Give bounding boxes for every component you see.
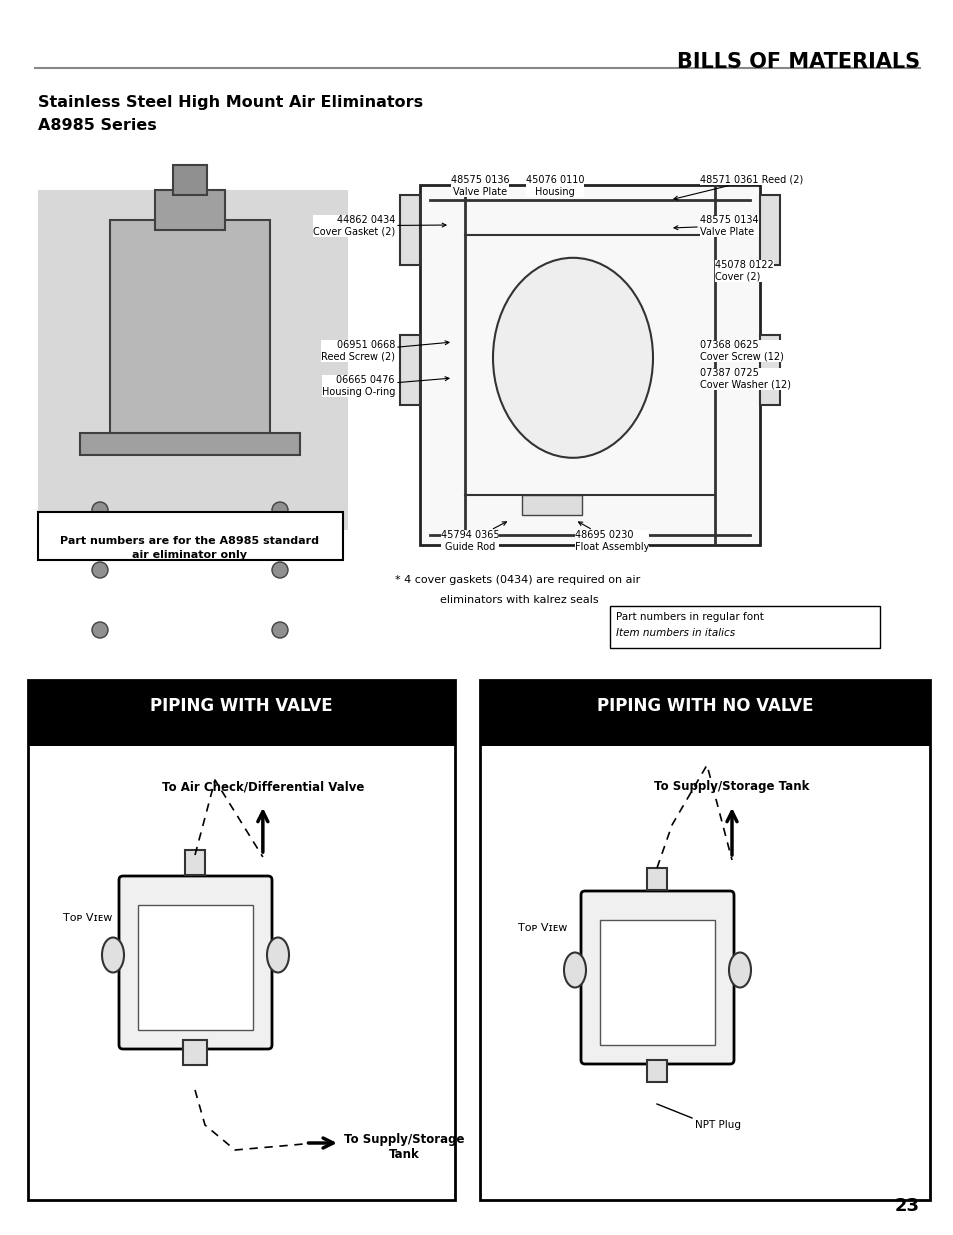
Text: PIPING WITH NO VALVE: PIPING WITH NO VALVE: [597, 697, 812, 715]
Bar: [419, 185, 760, 545]
Text: NPT Plug: NPT Plug: [695, 1120, 740, 1130]
Text: 06665 0476
Housing O-ring: 06665 0476 Housing O-ring: [321, 375, 449, 396]
Bar: [646, 868, 666, 890]
Ellipse shape: [102, 937, 124, 972]
Bar: [38, 190, 348, 530]
Text: PIPING WITH VALVE: PIPING WITH VALVE: [150, 697, 333, 715]
Text: 23: 23: [894, 1197, 919, 1215]
Bar: [479, 680, 929, 1200]
Text: BILLS OF MATERIALS: BILLS OF MATERIALS: [677, 52, 919, 72]
Text: Part numbers in regular font: Part numbers in regular font: [616, 613, 763, 622]
Text: 45794 0365
Guide Rod: 45794 0365 Guide Rod: [440, 522, 506, 552]
Ellipse shape: [728, 952, 750, 988]
Circle shape: [272, 501, 288, 517]
Text: Tᴏᴘ Vɪᴇᴡ: Tᴏᴘ Vɪᴇᴡ: [63, 913, 112, 923]
Text: 48575 0136
Valve Plate: 48575 0136 Valve Plate: [450, 175, 509, 196]
Text: To Supply/Storage Tank: To Supply/Storage Tank: [654, 781, 809, 793]
Circle shape: [91, 562, 108, 578]
Bar: [646, 1060, 666, 1082]
Bar: [172, 165, 207, 195]
Bar: [479, 680, 929, 732]
Text: 07387 0725
Cover Washer (12): 07387 0725 Cover Washer (12): [700, 368, 790, 389]
Text: Item numbers in italics: Item numbers in italics: [616, 629, 735, 638]
Bar: [599, 920, 714, 1045]
Bar: [609, 606, 879, 648]
Text: 07368 0625
Cover Screw (12): 07368 0625 Cover Screw (12): [700, 340, 783, 362]
Bar: [38, 513, 343, 559]
Bar: [760, 195, 780, 266]
FancyBboxPatch shape: [580, 890, 733, 1065]
Text: Part numbers are for the A8985 standard
air eliminator only: Part numbers are for the A8985 standard …: [60, 536, 319, 559]
Text: * 4 cover gaskets (0434) are required on air: * 4 cover gaskets (0434) are required on…: [395, 576, 639, 585]
Bar: [183, 1040, 207, 1065]
Text: 48571 0361 Reed (2): 48571 0361 Reed (2): [673, 175, 802, 200]
Text: A8985 Series: A8985 Series: [38, 119, 156, 133]
Circle shape: [91, 622, 108, 638]
Bar: [399, 195, 419, 266]
Text: 48695 0230
Float Assembly: 48695 0230 Float Assembly: [575, 522, 649, 552]
Text: Tᴏᴘ Vɪᴇᴡ: Tᴏᴘ Vɪᴇᴡ: [517, 923, 567, 932]
Bar: [185, 850, 205, 876]
Bar: [138, 905, 253, 1030]
Text: To Supply/Storage
Tank: To Supply/Storage Tank: [344, 1132, 464, 1161]
Ellipse shape: [563, 952, 585, 988]
Bar: [479, 732, 929, 746]
Text: 44862 0434
Cover Gasket (2): 44862 0434 Cover Gasket (2): [313, 215, 445, 237]
Bar: [154, 190, 225, 230]
Text: 48575 0134
Valve Plate: 48575 0134 Valve Plate: [674, 215, 758, 237]
Bar: [28, 732, 455, 746]
Bar: [28, 680, 455, 732]
Bar: [110, 220, 270, 450]
Circle shape: [272, 562, 288, 578]
Text: eliminators with kalrez seals: eliminators with kalrez seals: [439, 595, 598, 605]
Ellipse shape: [267, 937, 289, 972]
Text: Stainless Steel High Mount Air Eliminators: Stainless Steel High Mount Air Eliminato…: [38, 95, 423, 110]
Bar: [760, 335, 780, 405]
Bar: [28, 680, 455, 1200]
Circle shape: [91, 501, 108, 517]
Text: 45076 0110
Housing: 45076 0110 Housing: [525, 175, 583, 196]
Text: 06951 0668
Reed Screw (2): 06951 0668 Reed Screw (2): [320, 340, 449, 362]
Bar: [80, 433, 299, 454]
Ellipse shape: [493, 258, 652, 458]
Text: To Air Check/Differential Valve: To Air Check/Differential Valve: [161, 781, 364, 793]
Bar: [399, 335, 419, 405]
Circle shape: [272, 622, 288, 638]
Text: 45078 0122
Cover (2): 45078 0122 Cover (2): [714, 261, 773, 282]
Bar: [521, 495, 581, 515]
FancyBboxPatch shape: [119, 876, 272, 1049]
